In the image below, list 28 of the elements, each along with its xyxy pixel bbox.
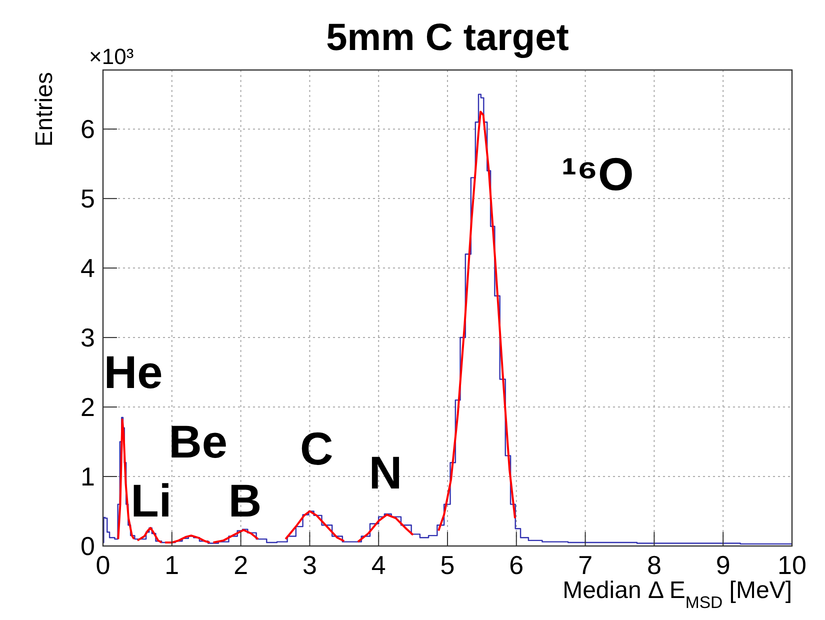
annotation: B <box>228 474 262 526</box>
annotation: ¹⁶O <box>562 148 634 200</box>
x-tick-label: 9 <box>716 550 730 580</box>
x-tick-label: 6 <box>509 550 524 580</box>
x-axis-title: Median Δ E$_{MSD}$ [MeV] <box>562 577 792 612</box>
y-tick-label: 2 <box>80 392 95 422</box>
annotation: C <box>300 422 334 474</box>
x-tick-label: 2 <box>234 550 248 580</box>
annotation: He <box>104 346 163 398</box>
y-tick-label: 1 <box>80 462 95 492</box>
annotation: Li <box>130 474 172 526</box>
x-tick-label: 10 <box>778 550 806 580</box>
annotation: N <box>368 446 402 499</box>
x-tick-label: 1 <box>164 550 180 580</box>
y-tick-label: 5 <box>80 184 95 214</box>
annotation: Be <box>168 415 228 468</box>
text: ×10³ <box>89 44 134 69</box>
y-tick-label: 6 <box>80 114 95 144</box>
x-tick-label: 8 <box>646 550 662 580</box>
x-tick-label: 3 <box>302 550 317 580</box>
y-tick-label: 0 <box>80 531 95 561</box>
x-tick-label: 5 <box>440 550 455 580</box>
y-tick-label: 4 <box>80 253 95 284</box>
x-tick-label: 4 <box>371 550 386 580</box>
x-tick-label: 7 <box>578 550 593 580</box>
y-tick-label: 3 <box>80 322 95 353</box>
chart-title: 5mm C target <box>326 17 570 59</box>
y-axis-title: Entries <box>31 72 58 147</box>
